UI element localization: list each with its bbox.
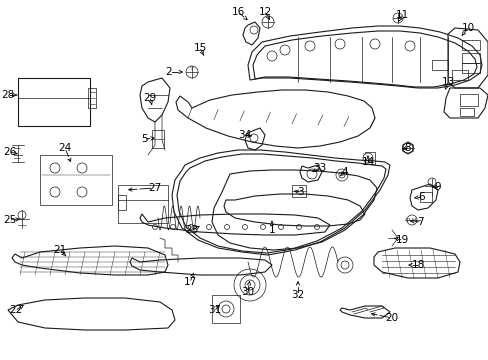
Bar: [461, 40, 479, 50]
Text: 17: 17: [183, 277, 196, 287]
Text: 19: 19: [395, 235, 408, 245]
Bar: [451, 70, 467, 80]
Text: 16: 16: [231, 7, 244, 17]
Text: 21: 21: [53, 245, 66, 255]
Text: 4: 4: [341, 167, 347, 177]
Text: 23: 23: [185, 225, 198, 235]
Bar: [459, 94, 477, 106]
Text: 25: 25: [3, 215, 17, 225]
Text: 8: 8: [404, 143, 410, 153]
Text: 13: 13: [441, 77, 454, 87]
Bar: [461, 63, 479, 73]
Bar: [459, 108, 473, 116]
Text: 27: 27: [148, 183, 162, 193]
Bar: [40, 155, 112, 205]
Text: 22: 22: [9, 305, 22, 315]
Text: 3: 3: [296, 187, 303, 197]
Text: 26: 26: [3, 147, 17, 157]
Text: 2: 2: [165, 67, 172, 77]
Text: 12: 12: [258, 7, 271, 17]
Bar: [461, 53, 479, 63]
Text: 14: 14: [361, 157, 374, 167]
Text: 32: 32: [291, 290, 304, 300]
Text: 24: 24: [58, 143, 71, 153]
Text: 33: 33: [313, 163, 326, 173]
Text: 6: 6: [418, 192, 425, 202]
Bar: [88, 88, 96, 108]
Text: 30: 30: [241, 287, 254, 297]
Bar: [118, 185, 168, 223]
Bar: [118, 195, 126, 210]
Bar: [291, 185, 305, 197]
Text: 29: 29: [143, 93, 156, 103]
Text: 31: 31: [208, 305, 221, 315]
Text: 10: 10: [461, 23, 473, 33]
Bar: [18, 78, 90, 126]
Bar: [152, 130, 163, 148]
Text: 20: 20: [385, 313, 398, 323]
Text: 5: 5: [142, 134, 148, 144]
Text: 9: 9: [434, 182, 440, 192]
Text: 15: 15: [193, 43, 206, 53]
Bar: [212, 295, 240, 323]
Text: 18: 18: [410, 260, 424, 270]
Text: 7: 7: [416, 217, 423, 227]
Text: 34: 34: [238, 130, 251, 140]
Text: 11: 11: [395, 10, 408, 20]
Bar: [431, 60, 447, 70]
Bar: [419, 192, 431, 202]
Text: 1: 1: [268, 225, 275, 235]
Text: 28: 28: [1, 90, 15, 100]
